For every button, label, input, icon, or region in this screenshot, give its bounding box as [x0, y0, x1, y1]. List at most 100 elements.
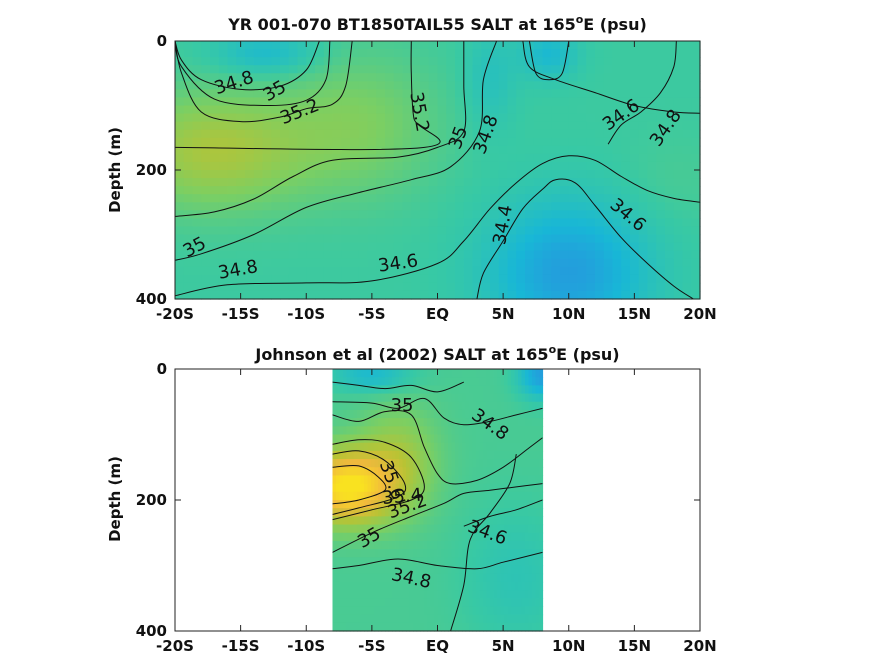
salinity-cell	[630, 266, 640, 276]
salinity-cell	[486, 557, 491, 567]
salinity-cell	[621, 250, 631, 260]
salinity-cell	[402, 434, 407, 444]
salinity-cell	[568, 218, 579, 228]
salinity-cell	[413, 508, 418, 517]
salinity-cell	[218, 41, 229, 50]
salinity-cell	[560, 105, 570, 115]
salinity-cell	[612, 226, 622, 236]
salinity-cell	[336, 369, 341, 378]
salinity-cell	[595, 97, 605, 107]
salinity-cell	[332, 606, 337, 616]
salinity-cell	[535, 598, 540, 608]
salinity-cell	[476, 377, 481, 386]
salinity-cell	[665, 178, 675, 187]
salinity-cell	[595, 218, 605, 228]
salinity-cell	[236, 266, 246, 276]
salinity-cell	[385, 483, 390, 493]
salinity-cell	[371, 475, 376, 485]
salinity-cell	[539, 426, 544, 436]
salinity-cell	[455, 129, 465, 139]
salinity-cell	[486, 385, 491, 395]
salinity-cell	[350, 401, 355, 411]
salinity-cell	[533, 258, 544, 268]
salinity-cell	[392, 516, 397, 526]
salinity-cell	[472, 153, 482, 163]
salinity-cell	[535, 500, 540, 509]
salinity-cell	[483, 369, 488, 378]
salinity-cell	[551, 49, 561, 58]
salinity-cell	[469, 491, 474, 501]
salinity-cell	[364, 565, 369, 575]
salinity-cell	[490, 153, 500, 163]
salinity-cell	[490, 194, 500, 203]
salinity-cell	[472, 622, 477, 632]
salinity-cell	[568, 186, 579, 195]
salinity-cell	[472, 161, 482, 171]
salinity-cell	[392, 491, 397, 501]
salinity-cell	[378, 590, 383, 599]
salinity-cell	[201, 266, 211, 276]
salinity-cell	[638, 129, 649, 139]
salinity-cell	[518, 598, 523, 608]
salinity-cell	[399, 409, 404, 419]
salinity-cell	[490, 65, 500, 74]
salinity-cell	[409, 418, 414, 427]
salinity-cell	[691, 178, 701, 187]
salinity-cell	[444, 557, 449, 567]
salinity-cell	[385, 590, 390, 599]
salinity-cell	[647, 210, 657, 219]
salinity-cell	[595, 65, 605, 74]
salinity-cell	[539, 532, 544, 542]
salinity-cell	[339, 369, 344, 378]
salinity-cell	[416, 475, 421, 485]
salinity-cell	[465, 401, 470, 411]
salinity-cell	[476, 573, 481, 583]
salinity-cell	[374, 549, 379, 558]
salinity-cell	[371, 532, 376, 542]
salinity-cell	[381, 434, 386, 444]
salinity-cell	[192, 274, 202, 284]
salinity-cell	[339, 418, 344, 427]
salinity-cell	[393, 161, 404, 171]
salinity-cell	[411, 49, 421, 58]
salinity-cell	[262, 170, 272, 179]
salinity-cell	[201, 49, 211, 58]
salinity-cell	[458, 491, 463, 501]
salinity-cell	[568, 49, 579, 58]
salinity-cell	[577, 290, 587, 300]
salinity-cell	[621, 153, 631, 163]
salinity-cell	[323, 153, 334, 163]
salinity-cell	[357, 450, 362, 460]
salinity-cell	[393, 73, 404, 82]
salinity-cell	[638, 161, 649, 171]
salinity-cell	[533, 57, 544, 66]
salinity-cell	[360, 549, 365, 558]
salinity-cell	[288, 186, 299, 195]
salinity-cell	[357, 442, 362, 452]
salinity-cell	[630, 194, 640, 203]
salinity-cell	[367, 557, 372, 567]
salinity-cell	[560, 89, 570, 99]
salinity-cell	[448, 491, 453, 501]
salinity-cell	[518, 581, 523, 591]
salinity-cell	[525, 145, 535, 155]
salinity-cell	[210, 65, 220, 74]
salinity-cell	[462, 598, 467, 608]
salinity-cell	[227, 89, 237, 99]
salinity-cell	[411, 129, 421, 139]
salinity-cell	[336, 393, 341, 403]
salinity-cell	[339, 434, 344, 444]
salinity-cell	[472, 274, 482, 284]
salinity-cell	[656, 145, 666, 155]
salinity-cell	[409, 581, 414, 591]
salinity-cell	[350, 540, 355, 550]
salinity-cell	[497, 590, 502, 599]
salinity-cell	[381, 418, 386, 427]
salinity-cell	[388, 606, 393, 616]
salinity-cell	[353, 401, 358, 411]
salinity-cell	[612, 186, 622, 195]
salinity-cell	[245, 81, 255, 90]
salinity-cell	[360, 418, 365, 427]
salinity-cell	[218, 153, 229, 163]
salinity-cell	[262, 234, 272, 244]
